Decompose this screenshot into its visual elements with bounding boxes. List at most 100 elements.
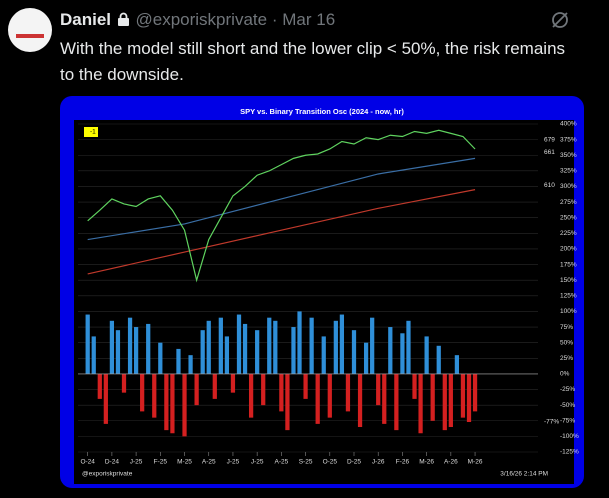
- y-tick-label: 300%: [560, 183, 577, 190]
- osc-bar: [109, 320, 115, 374]
- x-tick-label: J-25: [227, 459, 240, 466]
- osc-bar: [152, 373, 157, 418]
- y-tick-label: 325%: [560, 168, 577, 175]
- osc-bar: [236, 314, 242, 374]
- osc-bar: [212, 373, 217, 399]
- grok-icon[interactable]: [550, 10, 570, 30]
- x-tick-label: M-26: [468, 459, 483, 466]
- chart-title: SPY vs. Binary Transition Osc (2024 - no…: [240, 107, 404, 116]
- y-tick-label: -25%: [560, 386, 575, 393]
- osc-bar: [436, 345, 441, 374]
- author-name[interactable]: Daniel: [60, 10, 112, 29]
- osc-bar: [351, 330, 357, 374]
- y-tick-label: 350%: [560, 152, 577, 159]
- osc-bar: [242, 323, 248, 374]
- annotation: 610: [544, 182, 555, 189]
- osc-bar: [279, 373, 284, 412]
- osc-bar: [303, 373, 308, 399]
- osc-bar: [382, 373, 387, 424]
- osc-bar: [158, 342, 163, 374]
- x-tick-label: M-26: [419, 459, 434, 466]
- y-tick-label: -50%: [560, 402, 575, 409]
- osc-bar: [115, 330, 121, 374]
- x-tick-label: F-25: [154, 459, 168, 466]
- osc-bar: [164, 373, 169, 431]
- osc-bar: [170, 373, 175, 434]
- line-series: [87, 129, 476, 283]
- avatar[interactable]: [8, 8, 52, 52]
- line-series: [87, 189, 476, 275]
- y-tick-label: 125%: [560, 293, 577, 300]
- osc-bar: [285, 373, 290, 431]
- date[interactable]: Mar 16: [282, 10, 336, 29]
- x-tick-label: O-24: [80, 459, 95, 466]
- osc-bar: [412, 373, 417, 399]
- y-tick-label: 275%: [560, 199, 577, 206]
- y-tick-label: 175%: [560, 261, 577, 268]
- y-tick-label: -100%: [560, 433, 579, 440]
- y-tick-label: 100%: [560, 308, 577, 315]
- osc-bar: [460, 373, 466, 418]
- osc-bar: [424, 336, 429, 374]
- osc-bar: [333, 320, 338, 374]
- y-tick-label: 150%: [560, 277, 577, 284]
- y-tick-label: 400%: [560, 121, 577, 128]
- osc-bar: [248, 373, 254, 418]
- osc-bar: [400, 333, 405, 374]
- osc-bar: [224, 336, 230, 374]
- osc-bar: [176, 348, 181, 374]
- osc-bar: [97, 373, 102, 399]
- osc-bar: [273, 320, 278, 374]
- tweet-text: With the model still short and the lower…: [60, 39, 566, 84]
- x-tick-label: S-25: [299, 459, 313, 466]
- osc-bar: [394, 373, 399, 431]
- osc-bar: [255, 330, 260, 374]
- y-tick-label: 50%: [560, 339, 573, 346]
- osc-bar: [133, 327, 139, 374]
- x-tick-label: D-25: [347, 459, 361, 466]
- annotation: 679: [544, 136, 555, 143]
- osc-bar: [418, 373, 423, 434]
- line-series: [87, 157, 476, 241]
- handle[interactable]: @exporiskprivate: [135, 10, 268, 29]
- osc-bar: [182, 373, 187, 437]
- y-tick-label: -75%: [560, 417, 575, 424]
- osc-bar: [297, 311, 302, 374]
- y-tick-label: 375%: [560, 136, 577, 143]
- osc-bar: [357, 373, 363, 428]
- osc-bar: [339, 314, 345, 374]
- x-tick-label: D-24: [105, 459, 119, 466]
- osc-bar: [85, 314, 90, 374]
- osc-bar: [454, 355, 460, 374]
- annotation: 661: [544, 149, 555, 156]
- x-tick-label: A-26: [444, 459, 458, 466]
- y-tick-label: 0%: [560, 371, 570, 378]
- annotation: -77%: [544, 419, 559, 426]
- plot-background: [74, 120, 574, 484]
- osc-bar: [406, 320, 411, 374]
- osc-bar: [188, 355, 193, 374]
- annotation-box: [84, 127, 98, 137]
- osc-bar: [291, 327, 296, 374]
- osc-bar: [309, 317, 314, 374]
- osc-bar: [218, 317, 223, 374]
- media[interactable]: SPY vs. Binary Transition Osc (2024 - no…: [60, 96, 584, 488]
- osc-bar: [267, 317, 272, 374]
- tweet-header: Daniel @exporiskprivate · Mar 16: [60, 10, 335, 30]
- osc-bar: [230, 373, 236, 393]
- osc-bar: [261, 373, 266, 406]
- osc-bar: [121, 373, 127, 393]
- x-tick-label: A-25: [202, 459, 216, 466]
- x-tick-label: M-25: [177, 459, 192, 466]
- x-tick-label: A-25: [275, 459, 289, 466]
- osc-bar: [200, 330, 205, 374]
- osc-bar: [472, 373, 478, 412]
- osc-bar: [146, 323, 151, 374]
- separator: ·: [271, 10, 278, 29]
- osc-bar: [363, 342, 369, 374]
- osc-bar: [206, 320, 211, 374]
- osc-bar: [466, 373, 472, 423]
- x-tick-label: F-26: [396, 459, 410, 466]
- lock-icon: [117, 12, 129, 26]
